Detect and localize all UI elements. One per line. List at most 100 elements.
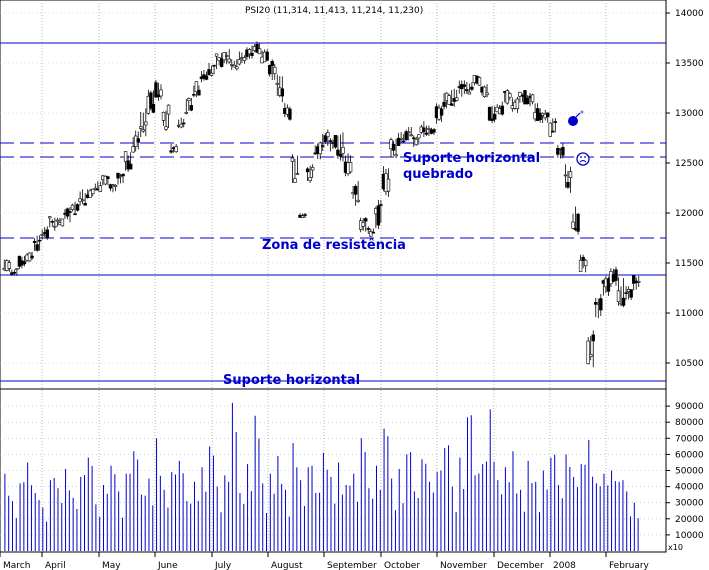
candle-body — [485, 92, 489, 96]
candle-body — [487, 106, 492, 121]
candle-body — [376, 205, 381, 226]
candle-body — [255, 43, 259, 53]
label-broken-support-1: Suporte horizontal — [403, 151, 540, 166]
candle-body — [424, 132, 429, 135]
chart-title: PSI20 (11,314, 11,413, 11,214, 11,230) — [245, 6, 423, 16]
candle-body — [616, 290, 621, 302]
volume-tick-label: 30000 — [675, 499, 704, 509]
candle-body — [361, 222, 365, 227]
candle-body — [247, 49, 252, 55]
candle-body — [571, 221, 575, 229]
candle-body — [273, 66, 277, 74]
month-label: 2008 — [553, 561, 576, 570]
candle-body — [409, 134, 413, 137]
candle-body — [182, 122, 186, 125]
candle-body — [591, 334, 595, 342]
volume-unit-label: x10 — [668, 543, 683, 552]
volume-tick-label: 90000 — [675, 402, 704, 412]
candle-body — [192, 94, 196, 96]
candle-body — [280, 88, 285, 97]
candle-body — [538, 112, 542, 121]
candle-body — [37, 239, 42, 242]
candle-body — [427, 128, 431, 130]
candle-body — [581, 256, 585, 261]
candle-body — [578, 259, 583, 272]
volume-bars — [4, 402, 639, 551]
price-tick-label: 10500 — [675, 359, 704, 369]
candle-body — [310, 167, 315, 171]
candle-body — [164, 126, 168, 130]
volume-tick-label: 10000 — [675, 531, 704, 541]
candle-body — [131, 146, 135, 153]
candle-body — [364, 218, 368, 222]
candle-body — [353, 185, 358, 195]
candle-body — [631, 275, 636, 284]
month-label: April — [45, 561, 66, 570]
candle-body — [462, 84, 467, 87]
candle-body — [30, 255, 34, 259]
candle-body — [523, 90, 527, 105]
month-label: June — [157, 561, 178, 570]
candle-body — [336, 149, 340, 156]
candle-body — [414, 138, 418, 146]
month-label: August — [271, 561, 303, 570]
candle-body — [73, 213, 77, 216]
volume-tick-label: 40000 — [675, 483, 704, 493]
candle-body — [599, 298, 603, 311]
candle-body — [467, 91, 472, 95]
candle-body — [449, 103, 454, 106]
candle-body — [492, 113, 497, 120]
candle-body — [53, 225, 57, 228]
candle-body — [141, 129, 145, 132]
candle-body — [412, 137, 416, 140]
month-axis: March April May June July August September Octo… — [0, 552, 650, 570]
candle-body — [98, 185, 103, 192]
candle-body — [232, 64, 236, 68]
candle-body — [404, 131, 408, 141]
candle-body — [515, 98, 520, 110]
candle-body — [108, 184, 113, 189]
candle-body — [553, 121, 558, 123]
candle-body — [227, 58, 231, 63]
price-tick-label: 12500 — [675, 159, 704, 169]
candle-body — [189, 105, 194, 111]
candle-body — [288, 108, 292, 120]
candle-body — [32, 240, 37, 243]
candle-body — [323, 135, 327, 142]
candle-body — [551, 130, 555, 133]
candle-body — [209, 72, 214, 76]
candle-body — [15, 268, 19, 270]
month-label: November — [440, 561, 487, 570]
candle-body — [470, 86, 474, 90]
candle-body — [159, 89, 163, 97]
candle-body — [45, 229, 49, 239]
candle-body — [207, 69, 211, 76]
month-label: September — [327, 561, 377, 570]
candle-body — [356, 199, 360, 202]
candle-body — [235, 66, 239, 70]
candle-body — [530, 94, 535, 103]
month-label: October — [384, 561, 420, 570]
label-broken-support-2: quebrado — [403, 167, 473, 182]
price-tick-label: 14000 — [675, 9, 704, 19]
candle-body — [290, 157, 295, 162]
candle-body — [166, 104, 171, 115]
candle-body — [614, 269, 618, 281]
candle-body — [326, 132, 330, 138]
candle-body — [12, 271, 17, 274]
candle-body — [194, 81, 199, 92]
price-tick-label: 11000 — [675, 309, 704, 319]
candle-body — [394, 154, 398, 157]
candle-body — [432, 129, 436, 133]
candle-body — [568, 171, 573, 178]
candle-body — [379, 204, 383, 206]
candle-body — [68, 211, 72, 213]
candle-body — [103, 175, 108, 185]
candle-body — [637, 281, 641, 283]
candle-body — [586, 340, 590, 365]
candle-body — [83, 202, 87, 206]
candle-body — [417, 134, 421, 139]
candle-body — [508, 93, 512, 98]
candle-body — [348, 162, 353, 173]
candle-body — [386, 178, 391, 192]
